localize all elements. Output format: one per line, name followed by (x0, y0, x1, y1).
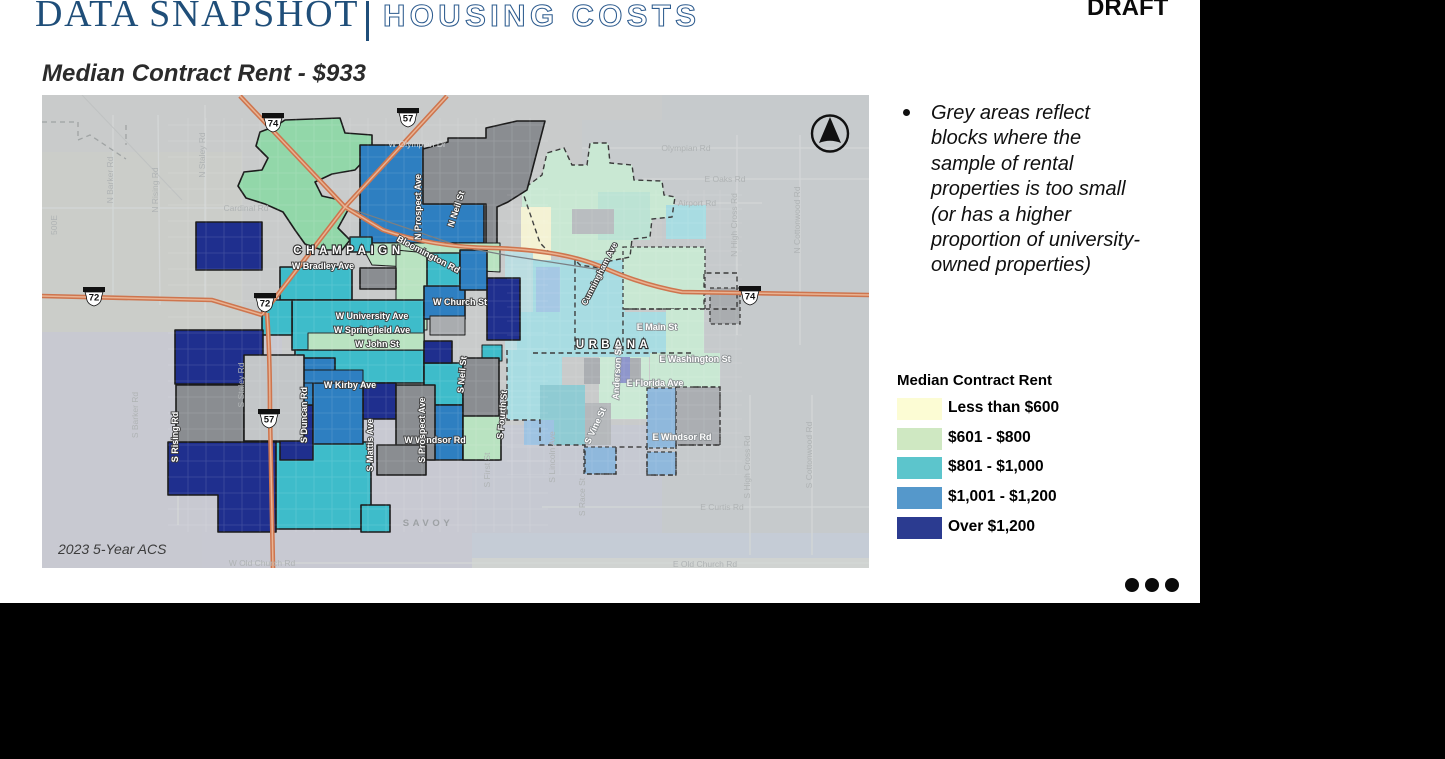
svg-text:S Duncan Rd: S Duncan Rd (299, 387, 309, 443)
svg-text:W Old Church Rd: W Old Church Rd (229, 558, 296, 568)
svg-text:S Barker Rd: S Barker Rd (130, 392, 140, 439)
svg-text:E Washington St: E Washington St (659, 354, 730, 364)
svg-text:N Rising Rd: N Rising Rd (150, 167, 160, 213)
svg-text:57: 57 (403, 114, 414, 125)
svg-text:74: 74 (745, 292, 756, 303)
svg-text:W Bradley Ave: W Bradley Ave (292, 261, 354, 271)
svg-text:500E: 500E (49, 215, 59, 235)
svg-text:W Church St: W Church St (433, 297, 487, 307)
svg-text:S Mattis Ave: S Mattis Ave (365, 419, 375, 472)
svg-text:S Prospect Ave: S Prospect Ave (417, 397, 427, 462)
svg-text:S Fourth St: S Fourth St (495, 390, 509, 439)
svg-text:URBANA: URBANA (576, 339, 652, 351)
svg-text:N Cottonwood Rd: N Cottonwood Rd (792, 186, 802, 253)
svg-text:E Florida Ave: E Florida Ave (627, 378, 684, 388)
svg-text:N Prospect Ave: N Prospect Ave (413, 174, 423, 240)
svg-text:72: 72 (260, 299, 271, 310)
svg-text:57: 57 (264, 415, 275, 426)
svg-text:W Springfield Ave: W Springfield Ave (334, 325, 410, 335)
svg-text:N Staley Rd: N Staley Rd (197, 132, 207, 178)
svg-text:N High Cross Rd: N High Cross Rd (729, 193, 739, 257)
svg-text:74: 74 (268, 119, 279, 130)
svg-text:E Main St: E Main St (637, 322, 678, 332)
svg-text:E Old Church Rd: E Old Church Rd (673, 559, 738, 568)
svg-text:S Race St: S Race St (577, 477, 587, 516)
svg-text:Olympian Rd: Olympian Rd (661, 143, 710, 153)
svg-text:E Windsor Rd: E Windsor Rd (653, 432, 712, 442)
svg-text:CHAMPAIGN: CHAMPAIGN (293, 245, 404, 257)
svg-text:Cardinal Rd: Cardinal Rd (224, 203, 269, 213)
svg-text:E Curtis Rd: E Curtis Rd (700, 502, 744, 512)
svg-text:S Neil St: S Neil St (455, 356, 468, 393)
svg-text:S Rising Rd: S Rising Rd (170, 412, 180, 463)
svg-text:W Kirby Ave: W Kirby Ave (324, 380, 376, 390)
svg-text:S First St: S First St (482, 452, 492, 488)
svg-text:SAVOY: SAVOY (403, 518, 454, 529)
svg-text:S Staley Rd: S Staley Rd (236, 362, 246, 407)
svg-text:N Barker Rd: N Barker Rd (105, 156, 115, 203)
svg-text:72: 72 (89, 293, 100, 304)
svg-text:Airport Rd: Airport Rd (678, 198, 717, 208)
svg-text:W University Ave: W University Ave (336, 311, 409, 321)
svg-text:S Cottonwood Rd: S Cottonwood Rd (804, 421, 814, 488)
svg-text:Anderson St: Anderson St (611, 346, 624, 400)
svg-text:S Lincoln Ave: S Lincoln Ave (547, 431, 557, 483)
svg-text:W Windsor Rd: W Windsor Rd (404, 435, 465, 445)
svg-text:W Olympian Dr: W Olympian Dr (388, 139, 446, 149)
svg-text:E Oaks Rd: E Oaks Rd (704, 174, 745, 184)
svg-text:S High Cross Rd: S High Cross Rd (742, 435, 752, 499)
svg-text:W John St: W John St (355, 339, 399, 349)
